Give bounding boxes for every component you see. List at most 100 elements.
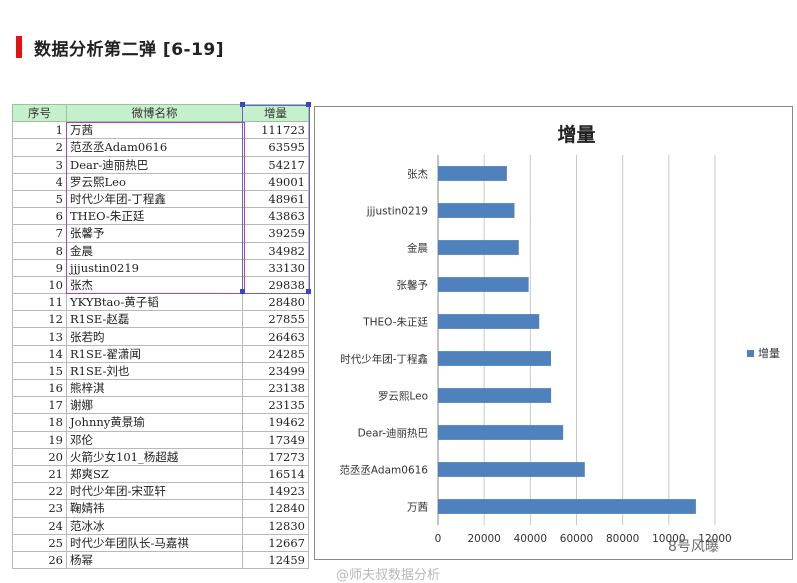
row-name-cell[interactable]: 鞠婧祎	[66, 499, 243, 518]
row-index-cell[interactable]: 1	[12, 121, 67, 140]
row-index-cell[interactable]: 3	[12, 155, 67, 174]
row-value-cell[interactable]: 12830	[242, 516, 309, 535]
row-name-cell[interactable]: 张若昀	[66, 327, 243, 346]
bar[interactable]	[438, 425, 564, 440]
row-name-cell[interactable]: 时代少年团-宋亚轩	[66, 482, 243, 501]
row-name-cell[interactable]: THEO-朱正廷	[66, 207, 243, 226]
row-index-cell[interactable]: 19	[12, 430, 67, 449]
row-value-cell[interactable]: 54217	[242, 155, 309, 174]
row-value-cell[interactable]: 19462	[242, 413, 309, 432]
row-name-cell[interactable]: 火箭少女101_杨超越	[66, 447, 243, 466]
row-index-cell[interactable]: 2	[12, 138, 67, 157]
row-value-cell[interactable]: 12459	[242, 550, 309, 570]
row-value-cell[interactable]: 63595	[242, 138, 309, 157]
row-value-cell[interactable]: 28480	[242, 293, 309, 312]
row-value-cell[interactable]: 17273	[242, 447, 309, 466]
row-index-cell[interactable]: 7	[12, 224, 67, 243]
row-name-cell[interactable]: 郑爽SZ	[66, 464, 243, 484]
row-index-cell[interactable]: 21	[12, 464, 67, 484]
row-index-cell[interactable]: 16	[12, 378, 67, 398]
table-row: 15 R1SE-刘也 23499	[12, 361, 309, 381]
y-tick-label: 时代少年团-丁程鑫	[340, 353, 428, 366]
row-value-cell[interactable]: 23135	[242, 396, 309, 415]
row-value-cell[interactable]: 26463	[242, 327, 309, 346]
row-value-cell[interactable]: 17349	[242, 430, 309, 449]
row-value-cell[interactable]: 24285	[242, 344, 309, 363]
bar[interactable]	[438, 203, 515, 218]
row-index-cell[interactable]: 14	[12, 344, 67, 363]
row-index-cell[interactable]: 12	[12, 310, 67, 329]
bar[interactable]	[438, 277, 529, 292]
row-name-cell[interactable]: YKYBtao-黄子韬	[66, 293, 243, 312]
row-name-cell[interactable]: 邓伦	[66, 430, 243, 449]
row-index-cell[interactable]: 20	[12, 447, 67, 466]
row-index-cell[interactable]: 25	[12, 533, 67, 552]
row-index-cell[interactable]: 5	[12, 189, 67, 209]
row-value-cell[interactable]: 111723	[242, 121, 309, 140]
row-name-cell[interactable]: Dear-迪丽热巴	[66, 155, 243, 174]
row-value-cell[interactable]: 43863	[242, 207, 309, 226]
row-name-cell[interactable]: 熊梓淇	[66, 378, 243, 398]
row-index-cell[interactable]: 4	[12, 172, 67, 191]
row-index-cell[interactable]: 22	[12, 482, 67, 501]
row-name-cell[interactable]: R1SE-刘也	[66, 361, 243, 381]
selection-handle[interactable]	[240, 289, 245, 294]
row-value-cell[interactable]: 29838	[242, 275, 309, 295]
selection-handle[interactable]	[306, 102, 311, 107]
bar[interactable]	[438, 351, 552, 366]
bar[interactable]	[438, 240, 519, 255]
row-name-cell[interactable]: Johnny黄景瑜	[66, 413, 243, 432]
column-header-name[interactable]: 微博名称	[66, 103, 243, 123]
selection-handle[interactable]	[306, 289, 311, 294]
row-value-cell[interactable]: 49001	[242, 172, 309, 191]
row-index-cell[interactable]: 18	[12, 413, 67, 432]
row-name-cell[interactable]: R1SE-赵磊	[66, 310, 243, 329]
chart-frame[interactable]: 增量 0 20000 40000 60000 80000 10000 12000 万茜 范丞丞Ad…	[314, 106, 793, 560]
row-name-cell[interactable]: 时代少年团队长-马嘉祺	[66, 533, 243, 552]
row-index-cell[interactable]: 11	[12, 293, 67, 312]
bar[interactable]	[438, 462, 585, 477]
row-name-cell[interactable]: 张杰	[66, 275, 243, 295]
row-value-cell[interactable]: 12667	[242, 533, 309, 552]
bar[interactable]	[438, 314, 540, 329]
row-value-cell[interactable]: 23499	[242, 361, 309, 381]
row-name-cell[interactable]: 罗云熙Leo	[66, 172, 243, 191]
row-index-cell[interactable]: 6	[12, 207, 67, 226]
row-index-cell[interactable]: 15	[12, 361, 67, 381]
row-value-cell[interactable]: 12840	[242, 499, 309, 518]
table-row: 25 时代少年团队长-马嘉祺 12667	[12, 533, 309, 552]
column-header-index[interactable]: 序号	[12, 103, 67, 123]
row-name-cell[interactable]: 谢娜	[66, 396, 243, 415]
row-value-cell[interactable]: 14923	[242, 482, 309, 501]
row-name-cell[interactable]: 范丞丞Adam0616	[66, 138, 243, 157]
column-header-increment[interactable]: 增量	[242, 103, 309, 123]
row-value-cell[interactable]: 33130	[242, 258, 309, 277]
row-index-cell[interactable]: 8	[12, 241, 67, 260]
row-name-cell[interactable]: 杨幂	[66, 550, 243, 570]
selection-handle[interactable]	[240, 102, 245, 107]
row-name-cell[interactable]: 时代少年团-丁程鑫	[66, 189, 243, 209]
row-value-cell[interactable]: 27855	[242, 310, 309, 329]
row-name-cell[interactable]: 万茜	[66, 121, 243, 140]
row-index-cell[interactable]: 13	[12, 327, 67, 346]
row-name-cell[interactable]: 张馨予	[66, 224, 243, 243]
row-name-cell[interactable]: 范冰冰	[66, 516, 243, 535]
row-name-cell[interactable]: 金晨	[66, 241, 243, 260]
row-index-cell[interactable]: 10	[12, 275, 67, 295]
bar[interactable]	[438, 166, 507, 181]
row-value-cell[interactable]: 48961	[242, 189, 309, 209]
row-index-cell[interactable]: 9	[12, 258, 67, 277]
bar[interactable]	[438, 499, 696, 514]
bar[interactable]	[438, 388, 552, 403]
row-name-cell[interactable]: jjjustin0219	[66, 258, 243, 277]
row-value-cell[interactable]: 39259	[242, 224, 309, 243]
row-index-cell[interactable]: 24	[12, 516, 67, 535]
row-value-cell[interactable]: 23138	[242, 378, 309, 398]
row-value-cell[interactable]: 16514	[242, 464, 309, 484]
x-tick-label: 20000	[467, 533, 500, 545]
row-index-cell[interactable]: 23	[12, 499, 67, 518]
row-name-cell[interactable]: R1SE-翟潇闻	[66, 344, 243, 363]
row-index-cell[interactable]: 17	[12, 396, 67, 415]
row-index-cell[interactable]: 26	[12, 550, 67, 570]
row-value-cell[interactable]: 34982	[242, 241, 309, 260]
